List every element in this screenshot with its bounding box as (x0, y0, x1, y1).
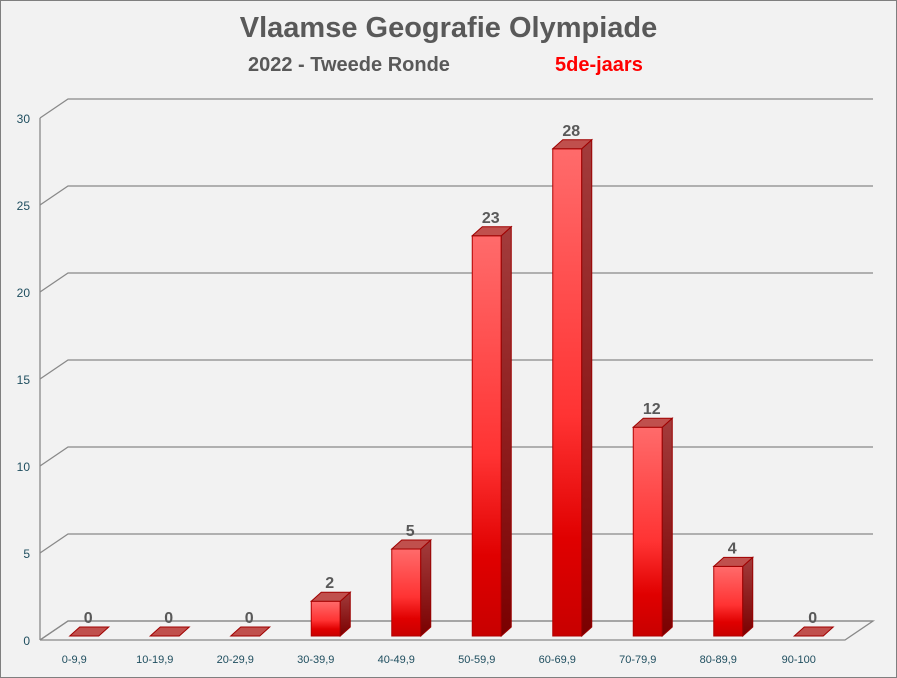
bar-top (551, 139, 594, 150)
bar-top (712, 556, 755, 567)
gridline (39, 359, 873, 380)
x-tick-label: 70-79,9 (619, 654, 656, 666)
x-tick-label: 20-29,9 (217, 654, 254, 666)
bar-front (471, 235, 502, 637)
x-tick-label: 40-49,9 (378, 654, 415, 666)
y-tick-label: 10 (17, 460, 31, 474)
bar-side (581, 138, 593, 638)
x-tick-label: 90-100 (782, 654, 816, 666)
data-label: 23 (482, 210, 500, 227)
gridline (39, 185, 873, 206)
x-tick-label: 60-69,9 (539, 654, 576, 666)
bar-top (148, 626, 191, 637)
bar-top (309, 591, 352, 602)
gridline (39, 98, 873, 119)
bar-side (500, 225, 512, 638)
data-label: 0 (84, 610, 93, 627)
bar-front (632, 426, 663, 637)
chart-group-label: 5de-jaars (555, 54, 643, 76)
x-tick-label: 0-9,9 (62, 654, 87, 666)
bar-side (742, 556, 754, 638)
y-tick-label: 30 (17, 112, 31, 126)
data-label: 4 (728, 540, 737, 557)
gridline (39, 446, 873, 467)
bar-top (470, 226, 513, 237)
y-tick-label: 25 (17, 199, 31, 213)
bar-top (68, 626, 111, 637)
data-label: 28 (562, 123, 580, 140)
bar-top (229, 626, 272, 637)
data-label: 0 (245, 610, 254, 627)
bar-top (390, 539, 433, 550)
data-label: 0 (164, 610, 173, 627)
bar-front (713, 565, 744, 637)
x-tick-label: 10-19,9 (136, 654, 173, 666)
chart-subtitle: 2022 - Tweede Ronde (248, 54, 450, 76)
data-label: 2 (325, 575, 334, 592)
bar-side (420, 538, 432, 638)
chart-title: Vlaamse Geografie Olympiade (239, 12, 658, 44)
data-label: 0 (808, 610, 817, 627)
gridline (39, 272, 873, 293)
y-tick-label: 5 (23, 547, 30, 561)
bar-front (310, 600, 341, 637)
y-tick-label: 0 (23, 634, 30, 648)
x-tick-label: 50-59,9 (458, 654, 495, 666)
data-label: 12 (643, 401, 661, 418)
y-tick-label: 15 (17, 373, 31, 387)
x-tick-label: 30-39,9 (297, 654, 334, 666)
bar-top (631, 417, 674, 428)
bar-front (552, 148, 583, 637)
y-tick-label: 20 (17, 286, 31, 300)
bar-top (792, 626, 835, 637)
floor (39, 620, 876, 641)
x-tick-label: 80-89,9 (700, 654, 737, 666)
bar-front (391, 548, 422, 637)
data-label: 5 (406, 523, 415, 540)
gridline (39, 533, 873, 554)
bar-side (661, 417, 673, 638)
